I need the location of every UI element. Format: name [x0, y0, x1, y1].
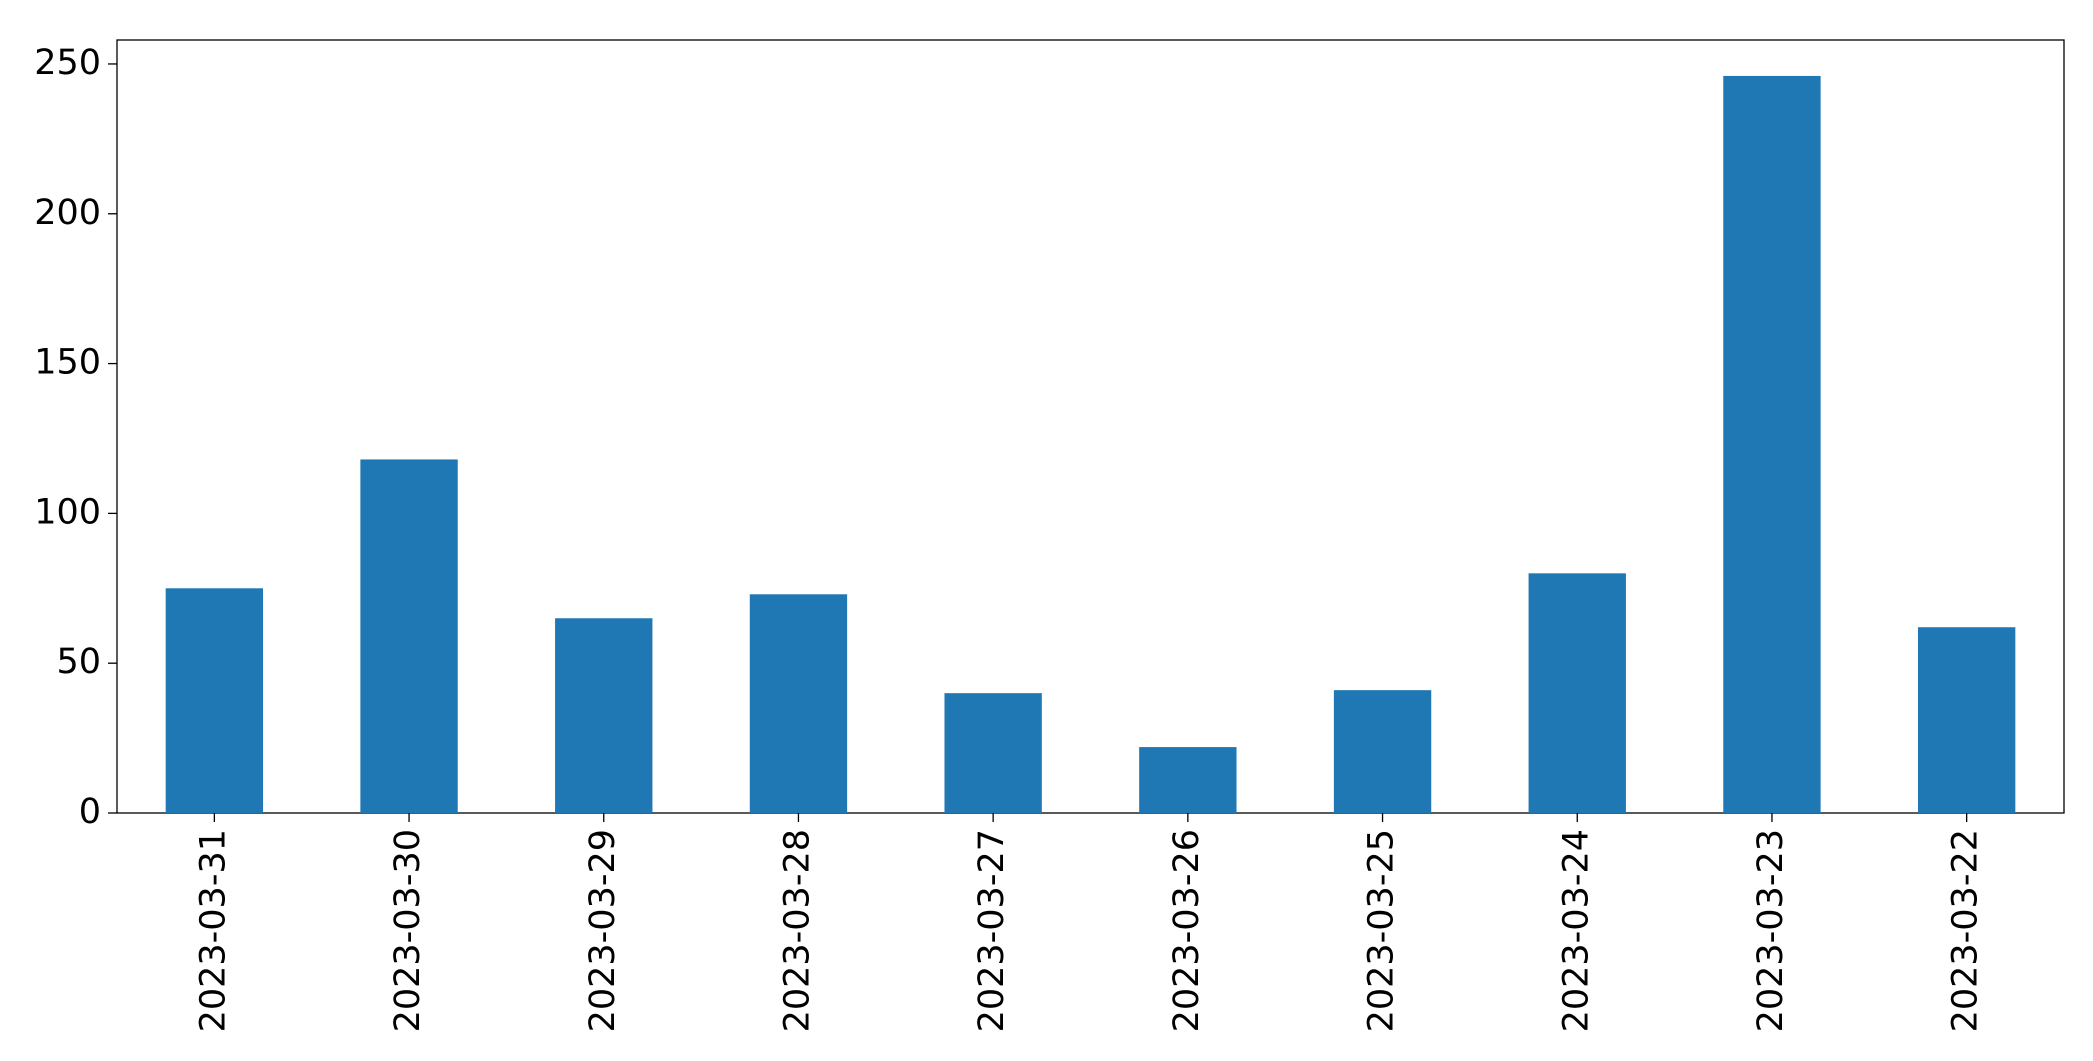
x-tick-label: 2023-03-22 [1946, 829, 1986, 1032]
bar [1139, 747, 1237, 813]
bar [360, 459, 458, 813]
y-tick-label: 50 [56, 642, 101, 682]
x-tick-label: 2023-03-31 [193, 829, 233, 1032]
y-tick-label: 200 [34, 193, 101, 233]
x-tick-label: 2023-03-28 [777, 829, 817, 1032]
y-tick-label: 150 [34, 343, 101, 383]
x-tick-label: 2023-03-23 [1751, 829, 1791, 1032]
x-tick-label: 2023-03-30 [388, 829, 428, 1032]
bar [1917, 627, 2016, 813]
bar [749, 594, 848, 813]
bar [1723, 75, 1821, 813]
x-tick-label: 2023-03-27 [972, 829, 1012, 1032]
x-tick-label: 2023-03-24 [1556, 829, 1596, 1032]
bar [165, 588, 264, 813]
plot-frame [116, 39, 2065, 814]
y-tick-label: 0 [79, 792, 101, 832]
x-tick-label: 2023-03-29 [583, 829, 623, 1032]
y-tick-label: 250 [34, 43, 101, 83]
x-tick-label: 2023-03-26 [1167, 829, 1207, 1032]
bar [1333, 690, 1432, 813]
x-tick-label: 2023-03-25 [1362, 829, 1402, 1032]
bar [944, 693, 1042, 813]
bar [1528, 573, 1626, 813]
bar [555, 618, 653, 813]
y-tick-label: 100 [34, 492, 101, 532]
